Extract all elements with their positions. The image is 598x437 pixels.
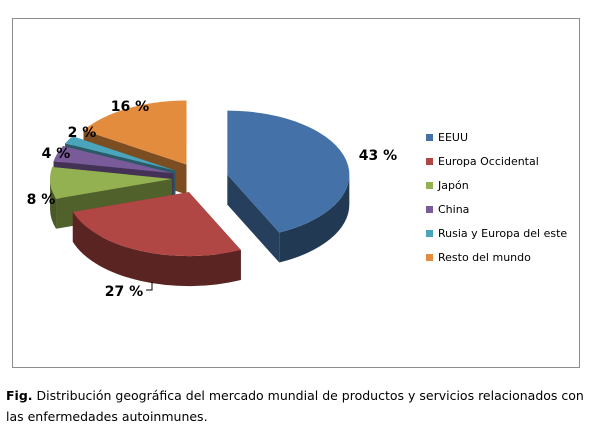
legend-swatch-europa-occidental xyxy=(426,158,433,165)
slice-eeuu xyxy=(227,110,350,233)
legend-swatch-eeuu xyxy=(426,134,433,141)
legend-label-japon: Japón xyxy=(437,179,469,192)
legend-swatch-japon xyxy=(426,182,433,189)
slice-rusia-y-europa-del-este xyxy=(65,136,176,171)
data-label-europa-occidental: 27 % xyxy=(105,284,143,300)
caption-text: Distribución geográfica del mercado mund… xyxy=(6,388,584,424)
legend-swatch-china xyxy=(426,206,433,213)
slice-japon xyxy=(50,166,173,199)
data-label-rusia-y-europa-del-este: 2 % xyxy=(68,125,97,141)
slice-china xyxy=(53,145,174,174)
slice-rim-europa-occidental-0 xyxy=(72,211,241,287)
legend-label-resto-del-mundo: Resto del mundo xyxy=(438,251,531,264)
slice-rim-japon-0 xyxy=(50,178,57,229)
data-label-japon: 8 % xyxy=(27,192,56,208)
slice-europa-occidental xyxy=(72,192,241,257)
legend: EEUU Europa Occidental Japón China Rusia y E… xyxy=(426,131,567,264)
legend-label-eeuu: EEUU xyxy=(438,131,468,144)
legend-swatch-resto-del-mundo xyxy=(426,254,433,261)
legend-swatch-rusia-y-europa-del-este xyxy=(426,230,433,237)
slice-resto-del-mundo xyxy=(83,100,187,165)
leader-line-europa-occidental xyxy=(146,282,153,291)
slice-rim-eeuu-0 xyxy=(279,174,350,263)
legend-label-europa-occidental: Europa Occidental xyxy=(438,155,539,168)
caption-prefix: Fig. xyxy=(6,388,33,403)
pie-tops xyxy=(50,100,350,257)
slice-wall-eeuu-1 xyxy=(227,174,280,263)
data-label-china: 4 % xyxy=(42,146,71,162)
data-label-resto-del-mundo: 16 % xyxy=(111,99,149,115)
legend-label-china: China xyxy=(438,203,469,216)
legend-label-rusia-y-europa-del-este: Rusia y Europa del este xyxy=(438,227,567,240)
figure-caption: Fig. Distribución geográfica del mercado… xyxy=(6,385,596,427)
data-label-eeuu: 43 % xyxy=(359,148,397,164)
